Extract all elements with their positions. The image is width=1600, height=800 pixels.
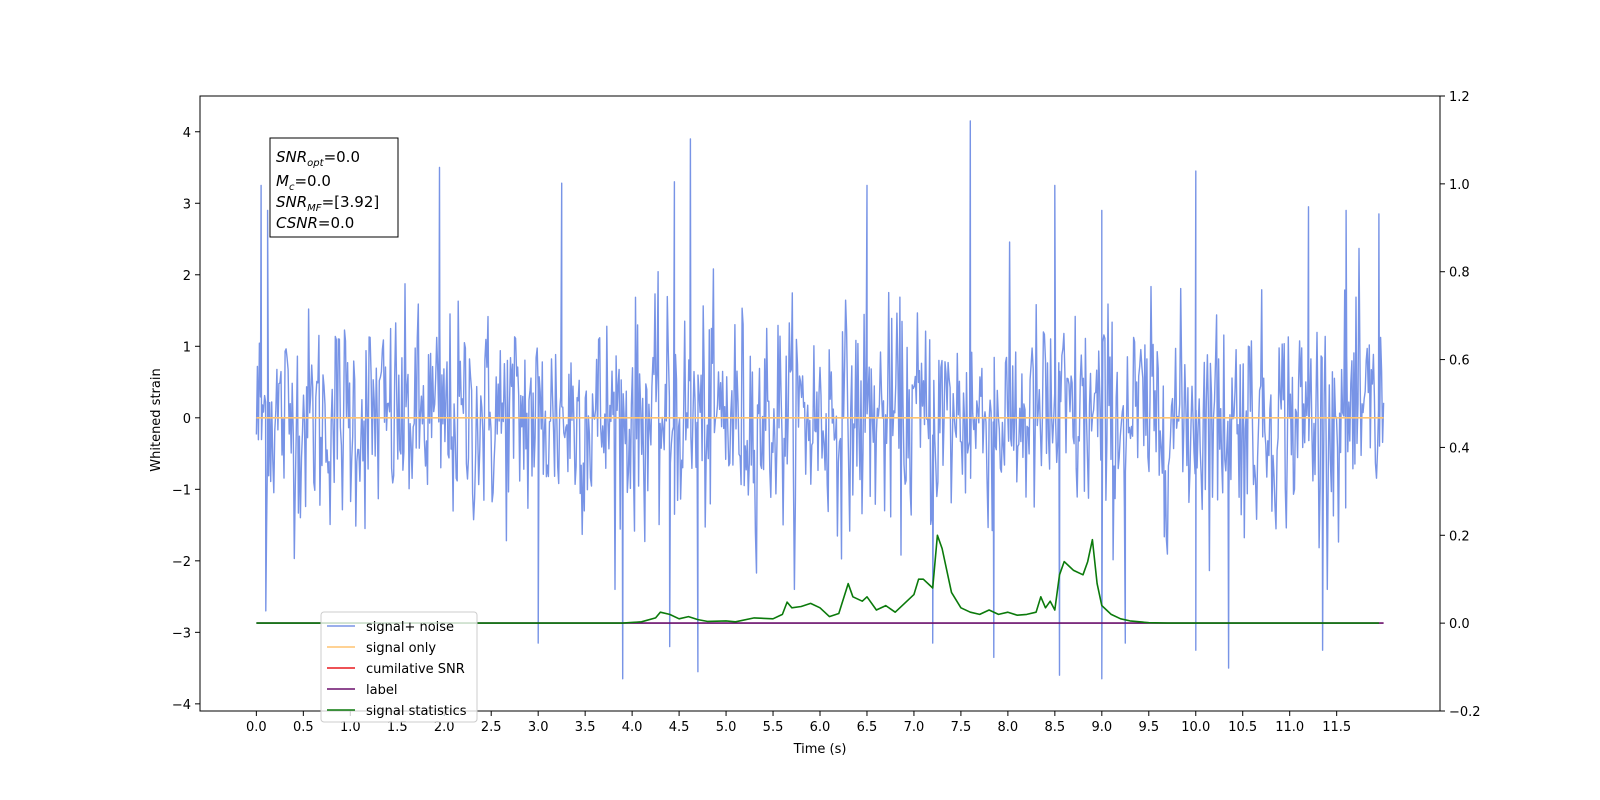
x-tick-label: 8.0	[998, 720, 1019, 735]
annotation-csnr: CSNR=0.0	[276, 214, 354, 232]
y-right-tick-label: 1.0	[1449, 178, 1470, 193]
x-tick-label: 10.5	[1228, 720, 1257, 735]
x-tick-label: 8.5	[1045, 720, 1066, 735]
y-left-tick-label: 4	[183, 126, 191, 141]
y-left-tick-label: 0	[183, 412, 191, 427]
y-left-tick-label: −3	[172, 626, 191, 641]
y-axis-left-ticks: 4 3 2 1 0 −1 −2 −3 −4	[172, 126, 200, 713]
x-tick-label: 6.5	[857, 720, 878, 735]
x-tick-label: 2.0	[434, 720, 455, 735]
x-tick-label: 5.5	[763, 720, 784, 735]
y-right-tick-label: 0.2	[1449, 529, 1470, 544]
y-right-tick-label: 0.6	[1449, 354, 1470, 369]
legend-label-label: label	[366, 683, 397, 698]
x-tick-label: 3.0	[528, 720, 549, 735]
x-tick-label: 3.5	[575, 720, 596, 735]
y-right-tick-label: 0.8	[1449, 266, 1470, 281]
x-tick-label: 4.0	[622, 720, 643, 735]
series-line-signal-statistics	[256, 534, 1379, 624]
x-tick-label: 6.0	[810, 720, 831, 735]
legend-label-signal-only: signal only	[366, 641, 436, 656]
annotation-box: SNRopt=0.0 Mc=0.0 SNRMF=[3.92] CSNR=0.0	[269, 137, 399, 238]
plot-content	[255, 120, 1385, 680]
x-tick-label: 7.5	[951, 720, 972, 735]
x-tick-label: 9.5	[1138, 720, 1159, 735]
x-tick-label: 9.0	[1091, 720, 1112, 735]
legend-label-cumilative-snr: cumilative SNR	[366, 662, 465, 677]
x-tick-label: 0.0	[246, 720, 267, 735]
x-tick-label: 11.5	[1322, 720, 1351, 735]
annotation-mc: Mc=0.0	[276, 172, 331, 193]
y-right-tick-label: 0.0	[1449, 617, 1470, 632]
annotation-snr-mf: SNRMF=[3.92]	[276, 193, 379, 214]
x-tick-label: 2.5	[481, 720, 502, 735]
x-axis-label: Time (s)	[793, 742, 847, 757]
y-left-tick-label: 3	[183, 197, 191, 212]
x-tick-label: 0.5	[293, 720, 314, 735]
x-tick-label: 11.0	[1275, 720, 1304, 735]
y-left-tick-label: −2	[172, 555, 191, 570]
annotation-snr-opt: SNRopt=0.0	[276, 148, 360, 169]
x-tick-label: 5.0	[716, 720, 737, 735]
y-left-tick-label: −1	[172, 483, 191, 498]
y-left-tick-label: 2	[183, 269, 191, 284]
y-left-tick-label: −4	[172, 698, 191, 713]
x-tick-label: 10.0	[1181, 720, 1210, 735]
y-left-tick-label: 1	[183, 340, 191, 355]
series-line-signal-noise	[255, 120, 1385, 680]
y-axis-right-ticks: 1.2 1.0 0.8 0.6 0.4 0.2 0.0 −0.2	[1440, 90, 1481, 720]
x-tick-label: 4.5	[669, 720, 690, 735]
y-right-tick-label: 0.4	[1449, 441, 1470, 456]
x-tick-label: 1.5	[387, 720, 408, 735]
y-right-tick-label: 1.2	[1449, 90, 1470, 105]
legend-label-signal-noise: signal+ noise	[366, 620, 454, 635]
x-tick-label: 1.0	[340, 720, 361, 735]
x-tick-label: 7.0	[904, 720, 925, 735]
legend: signal+ noise signal only cumilative SNR la…	[320, 611, 478, 723]
legend-label-signal-statistics: signal statistics	[366, 704, 467, 719]
y-axis-label: Whitened strain	[149, 368, 164, 471]
y-right-tick-label: −0.2	[1449, 705, 1481, 720]
x-axis-ticks: 0.0 0.5 1.0 1.5 2.0 2.5 3.0 3.5 4.0 4.5 5.0 5.5 6.0 6…	[246, 711, 1351, 735]
